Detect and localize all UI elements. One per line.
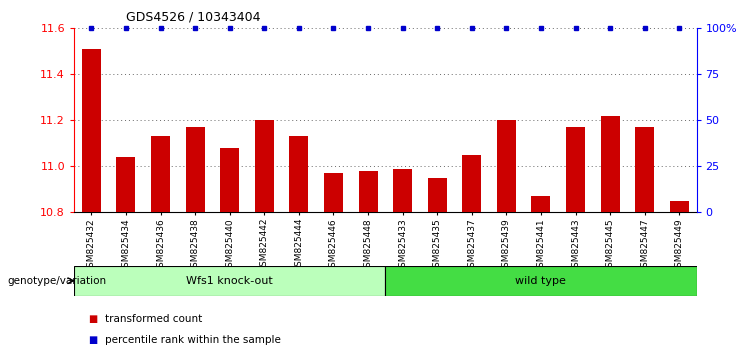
- Bar: [531, 196, 551, 212]
- Bar: [428, 178, 447, 212]
- Text: wild type: wild type: [516, 275, 566, 286]
- Text: genotype/variation: genotype/variation: [7, 276, 107, 286]
- Bar: [82, 49, 101, 212]
- Bar: [462, 155, 481, 212]
- Bar: [324, 173, 343, 212]
- Bar: [635, 127, 654, 212]
- Bar: [220, 148, 239, 212]
- Text: transformed count: transformed count: [105, 314, 202, 324]
- Text: ■: ■: [89, 335, 102, 345]
- Text: GDS4526 / 10343404: GDS4526 / 10343404: [126, 11, 261, 24]
- Bar: [670, 201, 688, 212]
- Text: percentile rank within the sample: percentile rank within the sample: [105, 335, 281, 345]
- Bar: [359, 171, 377, 212]
- Bar: [74, 266, 385, 296]
- Bar: [600, 116, 619, 212]
- Bar: [151, 136, 170, 212]
- Bar: [566, 127, 585, 212]
- Bar: [116, 157, 136, 212]
- Bar: [393, 169, 412, 212]
- Bar: [185, 127, 205, 212]
- Text: ■: ■: [89, 314, 102, 324]
- Bar: [289, 136, 308, 212]
- Text: Wfs1 knock-out: Wfs1 knock-out: [186, 275, 273, 286]
- Bar: [496, 120, 516, 212]
- Bar: [255, 120, 273, 212]
- Bar: [385, 266, 697, 296]
